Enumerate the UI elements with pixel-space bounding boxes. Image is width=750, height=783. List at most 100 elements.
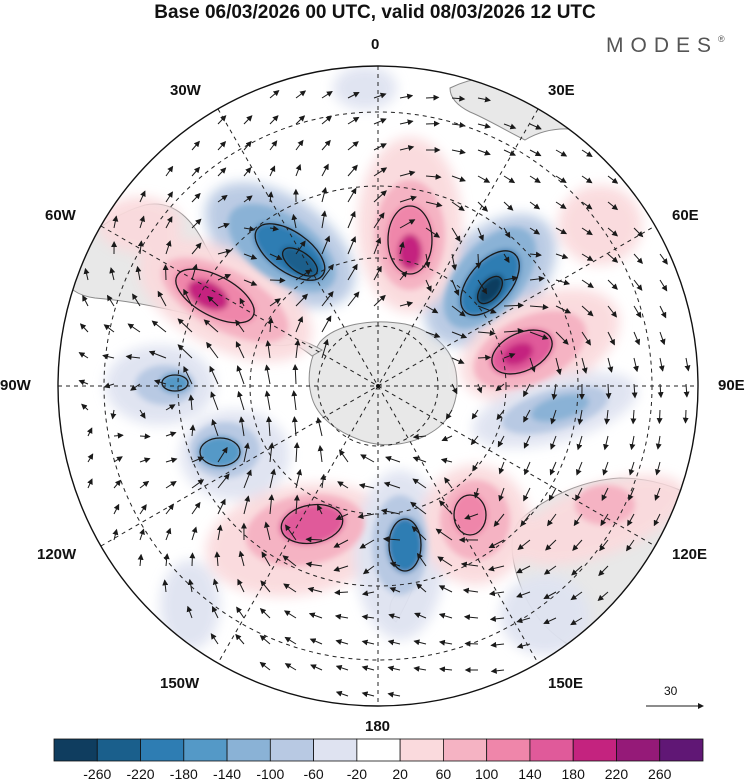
wind-vector-arrow bbox=[659, 305, 667, 319]
wind-vector-arrow bbox=[87, 478, 93, 489]
wind-vector-arrow bbox=[112, 215, 119, 229]
wind-vector-arrow bbox=[361, 639, 375, 646]
wind-vector-arrow bbox=[305, 536, 323, 543]
wind-vector-arrow bbox=[414, 612, 427, 619]
colorbar-tick-label: 60 bbox=[435, 766, 452, 782]
wind-vector-arrow bbox=[191, 242, 202, 255]
lon-label-90w: 90W bbox=[0, 377, 31, 394]
wind-vector-arrow bbox=[217, 273, 232, 281]
wind-vector-arrow bbox=[529, 201, 541, 210]
brand-name: MODES bbox=[606, 34, 719, 57]
wind-vector-arrow bbox=[548, 487, 557, 502]
wind-vector-arrow bbox=[217, 446, 228, 463]
wind-vector-arrow bbox=[259, 661, 271, 671]
wind-vector-arrow bbox=[305, 561, 323, 568]
wind-vector-arrow bbox=[321, 91, 333, 99]
wind-vector-arrow bbox=[654, 487, 661, 501]
wind-vector-arrow bbox=[633, 253, 643, 265]
wind-vector-arrow bbox=[112, 528, 119, 541]
wind-vector-arrow bbox=[543, 591, 557, 599]
wind-vector-arrow bbox=[189, 424, 196, 437]
wind-vector-arrow bbox=[659, 331, 666, 346]
wind-vector-arrow bbox=[555, 175, 567, 183]
colorbar-tick-label: 260 bbox=[648, 766, 672, 782]
wind-vector-arrow bbox=[148, 350, 167, 359]
wind-vector-arrow bbox=[523, 383, 531, 398]
wind-vector-arrow bbox=[295, 139, 304, 151]
wind-vector-arrow bbox=[361, 691, 375, 698]
wind-vector-arrow bbox=[571, 565, 583, 576]
wind-vector-arrow bbox=[210, 391, 219, 411]
wind-vector-arrow bbox=[438, 500, 453, 515]
wind-vector-arrow bbox=[209, 365, 219, 385]
wind-vector-arrow bbox=[177, 344, 193, 359]
wind-vector-arrow bbox=[503, 123, 517, 130]
wind-vector-arrow bbox=[655, 435, 662, 450]
wind-vector-arrow bbox=[321, 187, 328, 203]
wind-vector-arrow bbox=[599, 539, 609, 552]
wind-vector-arrow bbox=[165, 240, 172, 255]
wind-vector-arrow bbox=[607, 331, 615, 346]
wind-vector-arrow bbox=[503, 253, 510, 264]
wind-vector-arrow bbox=[295, 115, 306, 125]
wind-vector-arrow bbox=[243, 469, 252, 489]
wind-vector-arrow bbox=[425, 227, 441, 238]
wind-vector-arrow bbox=[477, 330, 496, 337]
wind-vector-arrow bbox=[607, 279, 618, 290]
wind-vector-arrow bbox=[523, 409, 531, 423]
wind-vector-arrow bbox=[399, 270, 408, 281]
colorbar-tick-label: -60 bbox=[303, 766, 324, 782]
wind-vector-arrow bbox=[243, 495, 251, 515]
wind-vector-arrow bbox=[488, 590, 505, 597]
wind-vector-arrow bbox=[607, 305, 618, 318]
wind-vector-arrow bbox=[497, 435, 505, 448]
wind-vector-arrow bbox=[399, 145, 415, 151]
wind-vector-arrow bbox=[477, 96, 491, 103]
wind-vector-arrow bbox=[243, 115, 253, 125]
wind-vector-arrow bbox=[284, 636, 297, 645]
wind-vector-arrow bbox=[598, 565, 609, 577]
wind-vector-arrow bbox=[387, 691, 401, 698]
colorbar-swatch bbox=[486, 738, 531, 762]
wind-vector-arrow bbox=[477, 149, 491, 156]
wind-vector-arrow bbox=[373, 118, 387, 125]
wind-vector-arrow bbox=[529, 251, 542, 258]
wind-vector-arrow bbox=[264, 364, 271, 385]
wind-vector-arrow bbox=[295, 316, 304, 333]
wind-vector-arrow bbox=[388, 613, 401, 620]
wind-vector-arrow bbox=[411, 526, 427, 541]
colorbar-swatch bbox=[356, 738, 401, 762]
wind-vector-arrow bbox=[529, 227, 541, 235]
wind-vector-arrow bbox=[503, 201, 514, 211]
brand-registered-mark: ® bbox=[718, 34, 725, 44]
wind-vector-arrow bbox=[210, 633, 219, 645]
wind-vector-arrow bbox=[656, 409, 663, 425]
wind-vector-arrow bbox=[135, 265, 142, 281]
wind-vector-arrow bbox=[165, 431, 177, 438]
wind-vector-arrow bbox=[295, 293, 308, 307]
wind-vector-arrow bbox=[498, 461, 505, 475]
wind-vector-arrow bbox=[217, 194, 228, 203]
wind-vector-arrow bbox=[581, 149, 593, 157]
wind-vector-arrow bbox=[503, 175, 516, 184]
page-title: Base 06/03/2026 00 UTC, valid 08/03/2026… bbox=[154, 2, 596, 23]
wind-vector-arrow bbox=[451, 148, 466, 155]
wind-vector-arrow bbox=[216, 524, 223, 541]
wind-vector-arrow bbox=[387, 639, 401, 646]
wind-vector-arrow bbox=[191, 218, 202, 229]
colorbar-tick-label: -220 bbox=[126, 766, 155, 782]
wind-vector-arrow bbox=[165, 527, 172, 541]
wind-vector-arrow bbox=[261, 551, 271, 567]
wind-vector-arrow bbox=[451, 227, 461, 243]
wind-vector-arrow bbox=[373, 265, 382, 281]
colorbar-swatch bbox=[140, 738, 185, 762]
wind-vector-arrow bbox=[191, 192, 201, 203]
wind-vector-arrow bbox=[183, 288, 193, 307]
wind-vector-arrow bbox=[529, 275, 545, 282]
wind-vector-arrow bbox=[357, 513, 375, 520]
wind-vector-arrow bbox=[125, 354, 141, 360]
colorbar-tick-label: -260 bbox=[83, 766, 112, 782]
wind-vector-arrow bbox=[655, 461, 661, 476]
wind-vector-arrow bbox=[607, 227, 619, 237]
wind-vector-arrow bbox=[425, 173, 442, 180]
